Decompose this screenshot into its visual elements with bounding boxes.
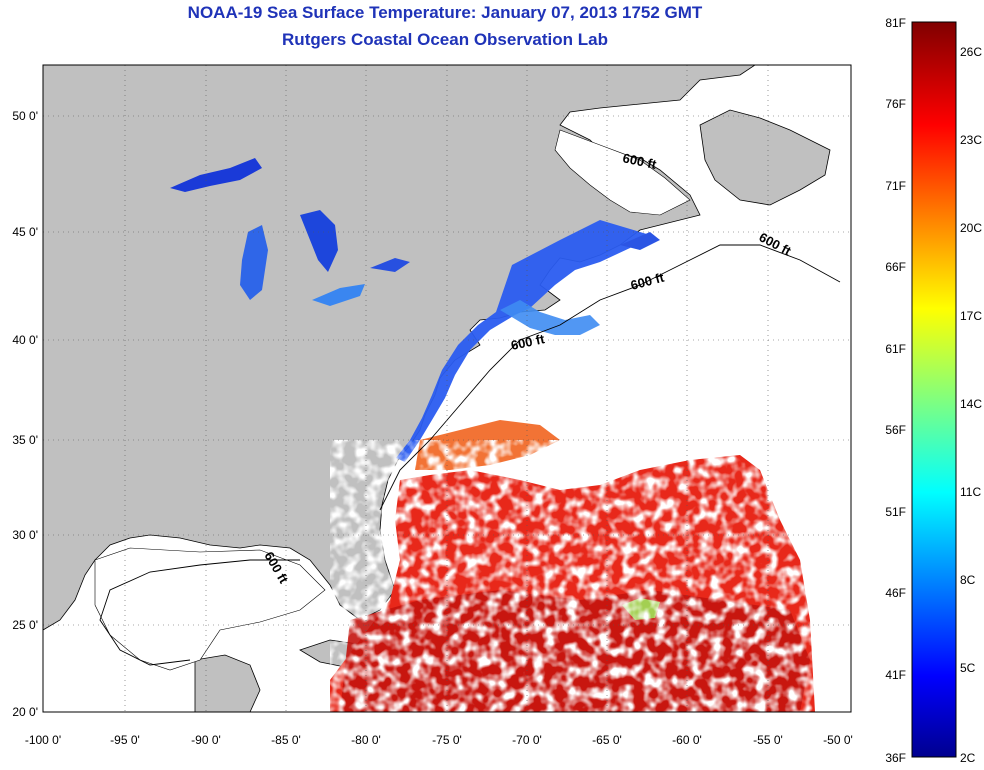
colorbar-c-label: 11C xyxy=(960,485,981,499)
contour-label: 600 ft xyxy=(510,331,547,353)
lon-tick-label: -100 0' xyxy=(25,733,61,747)
lon-tick-label: -60 0' xyxy=(672,733,702,747)
lake-erie xyxy=(312,284,365,306)
lat-tick-label: 45 0' xyxy=(12,225,38,239)
newfoundland-land xyxy=(699,109,831,206)
colorbar-c-label: 14C xyxy=(960,397,982,411)
lat-tick-label: 50 0' xyxy=(12,109,38,123)
lon-tick-label: -55 0' xyxy=(753,733,783,747)
colorbar-c-label: 2C xyxy=(960,751,976,765)
map-border xyxy=(42,64,852,713)
colorbar-f-label: 61F xyxy=(885,342,906,356)
map-title: NOAA-19 Sea Surface Temperature: January… xyxy=(187,3,703,22)
temperature-colorbar: 81F 76F 71F 66F 61F 56F 51F 46F 41F 36F … xyxy=(885,16,982,765)
colorbar-f-label: 66F xyxy=(885,260,906,274)
lake-ontario xyxy=(370,258,410,272)
lat-tick-label: 30 0' xyxy=(12,528,38,542)
lon-tick-label: -80 0' xyxy=(351,733,381,747)
colorbar-gradient xyxy=(911,21,957,758)
lat-tick-label: 25 0' xyxy=(12,618,38,632)
lake-huron xyxy=(300,210,338,272)
colorbar-f-label: 36F xyxy=(885,751,906,765)
map-subtitle: Rutgers Coastal Ocean Observation Lab xyxy=(282,30,608,49)
latitude-axis: 20 0' 25 0' 30 0' 35 0' 40 0' 45 0' 50 0… xyxy=(12,109,38,719)
lon-tick-label: -70 0' xyxy=(512,733,542,747)
colorbar-f-label: 76F xyxy=(885,97,906,111)
lon-tick-label: -95 0' xyxy=(110,733,140,747)
lake-superior xyxy=(170,158,262,192)
lon-tick-label: -50 0' xyxy=(823,733,853,747)
lat-tick-label: 20 0' xyxy=(12,705,38,719)
colorbar-c-label: 5C xyxy=(960,661,976,675)
lon-tick-label: -75 0' xyxy=(432,733,462,747)
colorbar-c-label: 23C xyxy=(960,133,982,147)
colorbar-c-label: 17C xyxy=(960,309,982,323)
colorbar-f-label: 41F xyxy=(885,668,906,682)
colorbar-f-label: 71F xyxy=(885,179,906,193)
colorbar-c-label: 20C xyxy=(960,221,982,235)
cloud-mask xyxy=(330,440,820,712)
lon-tick-label: -65 0' xyxy=(592,733,622,747)
gulf-maine-water xyxy=(500,300,600,335)
contour-600ft-northeast xyxy=(379,244,841,511)
lake-michigan xyxy=(240,225,268,300)
colorbar-c-label: 8C xyxy=(960,573,976,587)
contour-600ft-gulf xyxy=(99,559,300,666)
colorbar-f-label: 51F xyxy=(885,505,906,519)
lon-tick-label: -90 0' xyxy=(191,733,221,747)
colorbar-c-label: 26C xyxy=(960,45,982,59)
contour-label: 600 ft xyxy=(621,150,658,172)
yucatan-land xyxy=(194,654,261,712)
longitude-axis: -100 0' -95 0' -90 0' -85 0' -80 0' -75 … xyxy=(25,733,853,747)
lat-tick-label: 35 0' xyxy=(12,433,38,447)
nova-scotia-water xyxy=(620,232,660,250)
gulf-of-mexico xyxy=(94,547,326,671)
lat-tick-label: 40 0' xyxy=(12,333,38,347)
gulf-st-lawrence xyxy=(554,129,691,216)
lon-tick-label: -85 0' xyxy=(271,733,301,747)
colorbar-f-label: 46F xyxy=(885,586,906,600)
colorbar-f-label: 56F xyxy=(885,423,906,437)
colorbar-f-label: 81F xyxy=(885,16,906,30)
